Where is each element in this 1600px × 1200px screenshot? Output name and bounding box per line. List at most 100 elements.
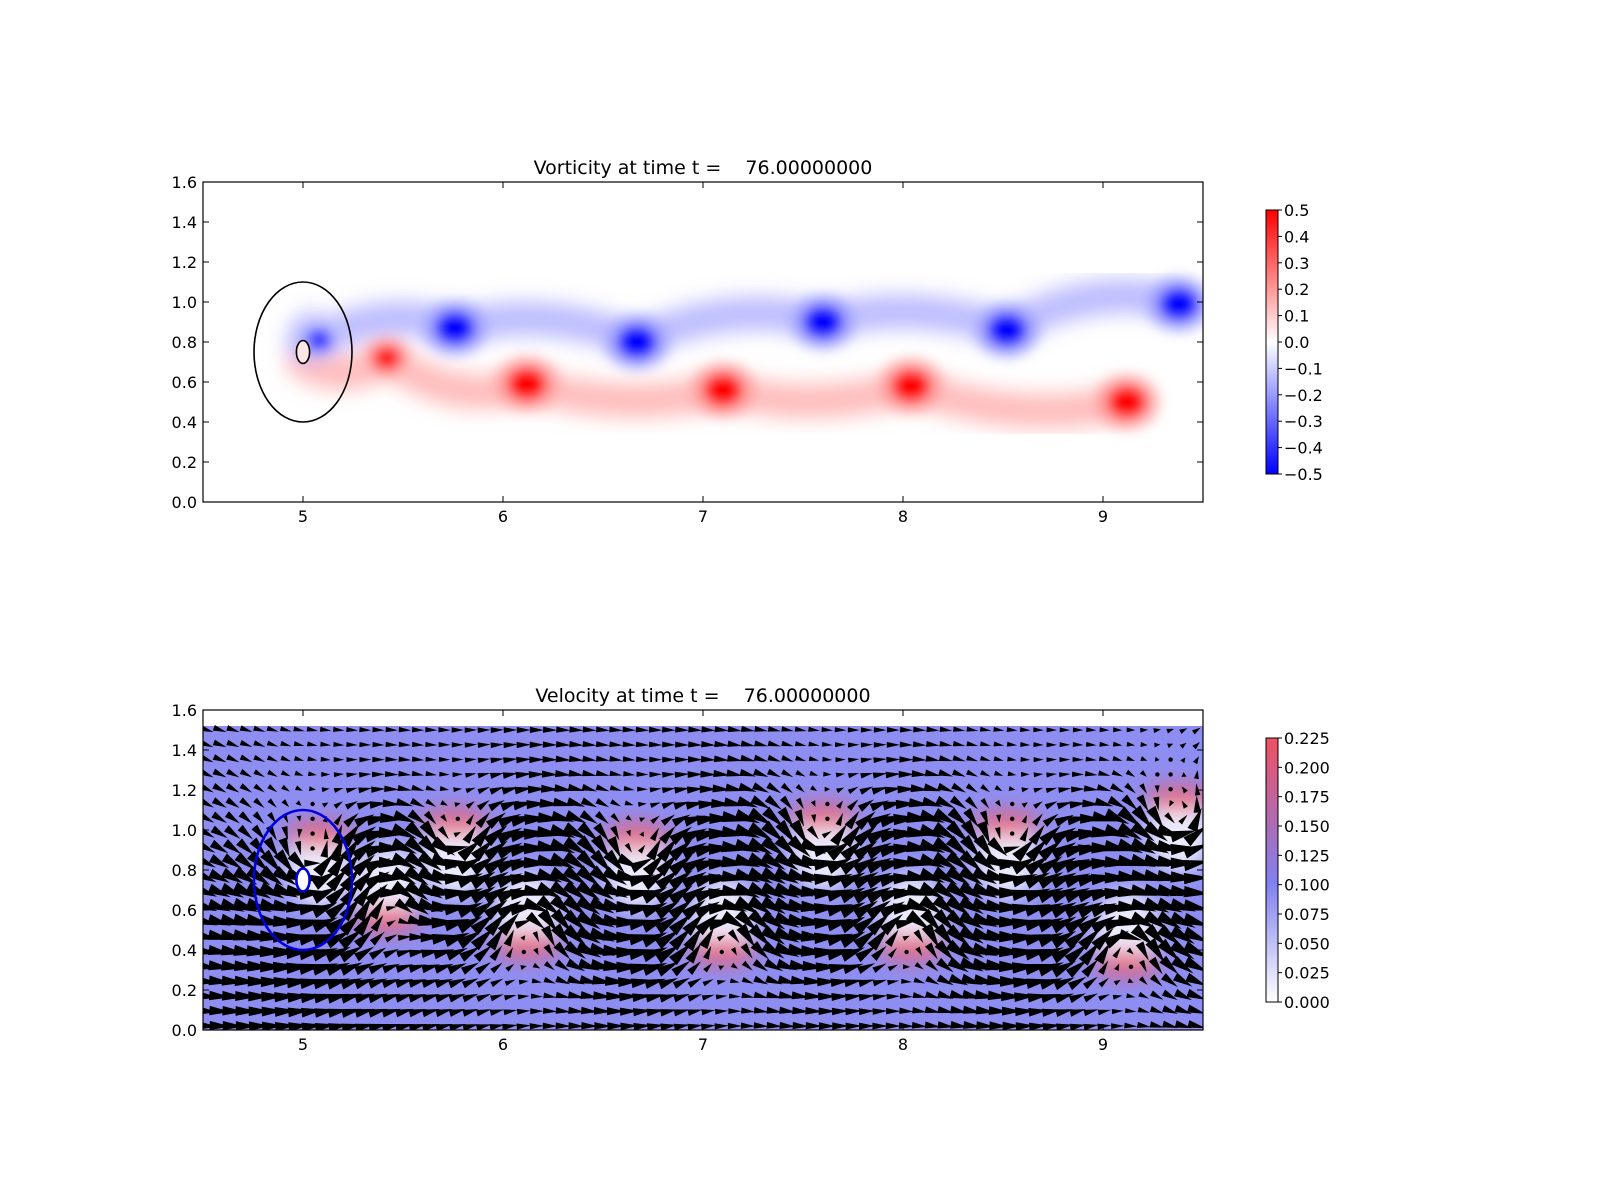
quiver-arrow — [438, 727, 451, 733]
quiver-arrow — [879, 913, 904, 936]
quiver-arrow — [774, 835, 798, 858]
quiver-arrow — [646, 1008, 665, 1017]
quiver-arrow — [1033, 772, 1044, 778]
x-tick-label: 5 — [298, 1035, 308, 1054]
quiver-arrow — [1037, 932, 1064, 948]
quiver-arrow — [345, 787, 358, 794]
quiver-arrow — [371, 771, 386, 778]
quiver-arrow — [222, 839, 242, 855]
quiver-arrow — [932, 880, 958, 900]
quiver-arrow — [847, 799, 859, 811]
quiver-arrow — [777, 806, 794, 828]
quiver-arrow — [473, 945, 492, 963]
quiver-arrow — [203, 755, 214, 763]
quiver-arrow — [606, 1007, 626, 1016]
quiver-arrow — [1121, 794, 1138, 811]
quiver-arrow — [395, 798, 414, 807]
y-tick-label: 0.2 — [172, 453, 197, 472]
quiver-arrow — [622, 756, 636, 762]
quiver-arrow — [549, 852, 576, 869]
quiver-arrow — [1148, 956, 1163, 975]
quiver-arrow — [1183, 859, 1203, 872]
positive-vortex — [1107, 385, 1147, 419]
quiver-arrow — [555, 770, 572, 778]
quiver-arrow — [641, 902, 668, 918]
quiver-arrow — [1154, 756, 1160, 762]
quiver-arrow — [655, 853, 678, 877]
quiver-arrow — [502, 772, 519, 779]
quiver-arrow — [1130, 911, 1156, 929]
quiver-arrow — [747, 867, 774, 884]
quiver-arrow — [418, 835, 441, 858]
quiver-arrow — [253, 797, 265, 809]
quiver-arrow — [339, 962, 363, 976]
quiver-arrow — [839, 856, 865, 875]
quiver-arrow — [708, 843, 735, 855]
y-tick-label: 1.0 — [172, 821, 197, 840]
quiver-arrow — [1146, 805, 1164, 830]
quiver-arrow — [993, 741, 1005, 747]
quiver-arrow — [795, 769, 806, 777]
quiver-arrow — [951, 769, 966, 777]
quiver-arrow — [747, 837, 773, 855]
quiver-arrow — [475, 962, 492, 975]
quiver-arrow — [1098, 960, 1109, 975]
quiver-arrow — [1169, 800, 1175, 807]
quiver-arrow — [832, 1022, 849, 1030]
quiver-arrow — [711, 798, 733, 808]
quiver-arrow — [1020, 756, 1031, 762]
quiver-arrow — [792, 1021, 810, 1030]
quiver-arrow — [734, 809, 761, 824]
quiver-arrow — [980, 784, 990, 793]
quiver-arrow — [385, 756, 399, 763]
quiver-arrow — [464, 742, 478, 748]
quiver-arrow — [1181, 800, 1188, 809]
quiver-arrow — [949, 795, 967, 810]
quiver-arrow — [384, 771, 399, 777]
quiver-arrow — [1001, 991, 1024, 1002]
quiver-arrow — [483, 899, 508, 921]
quiver-arrow — [354, 962, 375, 976]
quiver-arrow — [624, 842, 632, 853]
quiver-arrow — [898, 770, 915, 778]
quiver-arrow — [767, 726, 781, 732]
quiver-arrow — [1021, 787, 1029, 793]
quiver-arrow — [203, 725, 214, 733]
quiver-arrow — [1182, 941, 1203, 957]
quiver-arrow — [294, 770, 304, 776]
quiver-arrow — [259, 865, 284, 886]
quiver-arrow — [762, 806, 784, 828]
quiver-arrow — [203, 740, 214, 748]
quiver-arrow — [311, 870, 337, 890]
quiver-arrow — [675, 756, 690, 763]
quiver-arrow — [775, 819, 796, 844]
quiver-arrow — [728, 1008, 742, 1015]
quiver-arrow — [609, 770, 623, 777]
quiver-arrow — [490, 757, 505, 764]
quiver-arrow — [860, 757, 874, 763]
velocity-x-ticks: 5 6 7 8 9 — [298, 710, 1108, 1054]
quiver-arrow — [1012, 838, 1035, 862]
y-tick-label: 1.6 — [172, 701, 197, 720]
quiver-arrow — [912, 741, 927, 748]
high-speed-region — [421, 808, 489, 836]
quiver-arrow — [1056, 801, 1073, 810]
quiver-arrow — [235, 991, 258, 1001]
quiver-arrow — [371, 786, 386, 793]
quiver-arrow — [333, 741, 345, 747]
quiver-dot — [825, 801, 830, 807]
quiver-arrow — [718, 965, 725, 971]
quiver-arrow — [1050, 916, 1077, 934]
x-tick-label: 7 — [698, 1035, 708, 1054]
quiver-arrow — [398, 756, 412, 762]
x-tick-label: 6 — [498, 507, 508, 526]
quiver-arrow — [609, 741, 623, 748]
quiver-arrow — [208, 854, 230, 869]
quiver-arrow — [536, 868, 563, 883]
quiver-arrow — [747, 822, 773, 841]
quiver-arrow — [852, 886, 879, 904]
quiver-arrow — [901, 978, 912, 984]
quiver-arrow — [966, 769, 979, 777]
quiver-arrow — [211, 811, 228, 824]
colorbar-tick-label: 0.050 — [1284, 934, 1330, 953]
